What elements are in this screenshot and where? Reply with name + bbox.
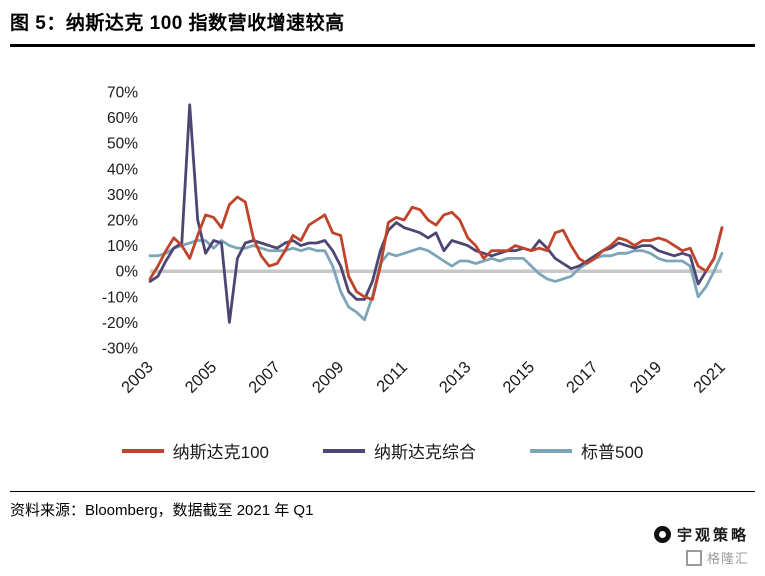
svg-text:2011: 2011 [373, 358, 411, 396]
svg-text:30%: 30% [107, 187, 138, 204]
svg-text:2013: 2013 [436, 358, 475, 397]
svg-text:-30%: -30% [102, 341, 138, 358]
brand-name: 宇观策略 [676, 527, 749, 544]
legend-marker-nasdaq-composite [323, 448, 365, 453]
chart-area: 70% 60% 50% 40% 30% 20% 10% 0% -10% -20% -30% 2003 2… [70, 76, 742, 427]
svg-text:60%: 60% [107, 110, 138, 127]
gelonghui-logo-icon [685, 549, 702, 566]
revenue-growth-line-chart: 70% 60% 50% 40% 30% 20% 10% 0% -10% -20% -30%2003 2… [102, 85, 729, 397]
watermark: 宇观策略 格隆汇 [653, 524, 749, 567]
svg-text:50%: 50% [107, 136, 138, 153]
svg-text:70%: 70% [107, 85, 138, 102]
legend-item-nasdaq100: 纳斯达克100 [121, 438, 269, 463]
legend-item-sp500: 标普500 [530, 438, 643, 463]
svg-text:2009: 2009 [309, 358, 348, 397]
watermark-row-top: 宇观策略 [653, 524, 749, 545]
svg-text:2015: 2015 [499, 358, 538, 397]
watermark-row-bottom: 格隆汇 [654, 548, 749, 567]
legend-label-nasdaq100: 纳斯达克100 [172, 443, 269, 462]
legend-label-nasdaq-composite: 纳斯达克综合 [374, 443, 476, 462]
legend-item-nasdaq-composite: 纳斯达克综合 [323, 438, 476, 463]
svg-text:2021: 2021 [690, 358, 729, 397]
svg-text:2019: 2019 [627, 358, 666, 397]
svg-text:10%: 10% [107, 238, 138, 255]
figure-title: 图 5：纳斯达克 100 指数营收增速较高 [10, 13, 345, 34]
chart-legend: 纳斯达克100 纳斯达克综合 标普500 [0, 438, 765, 463]
svg-text:2003: 2003 [118, 358, 157, 397]
svg-text:20%: 20% [107, 213, 138, 230]
svg-text:40%: 40% [107, 161, 138, 178]
brand-logo-icon [653, 526, 671, 543]
legend-label-sp500: 标普500 [581, 443, 644, 462]
gelonghui-brand-name: 格隆汇 [706, 551, 749, 566]
svg-text:2017: 2017 [563, 358, 602, 397]
svg-text:2005: 2005 [182, 358, 221, 397]
svg-text:2007: 2007 [245, 358, 284, 397]
svg-text:-20%: -20% [102, 315, 138, 332]
svg-text:-10%: -10% [102, 289, 138, 306]
legend-marker-sp500 [530, 448, 572, 453]
source-note: 资料来源：Bloomberg，数据截至 2021 年 Q1 [10, 502, 314, 519]
svg-text:0%: 0% [116, 264, 139, 281]
figure-header: 图 5：纳斯达克 100 指数营收增速较高 [10, 8, 755, 47]
legend-marker-nasdaq100 [121, 448, 164, 453]
footer-divider [10, 491, 755, 492]
